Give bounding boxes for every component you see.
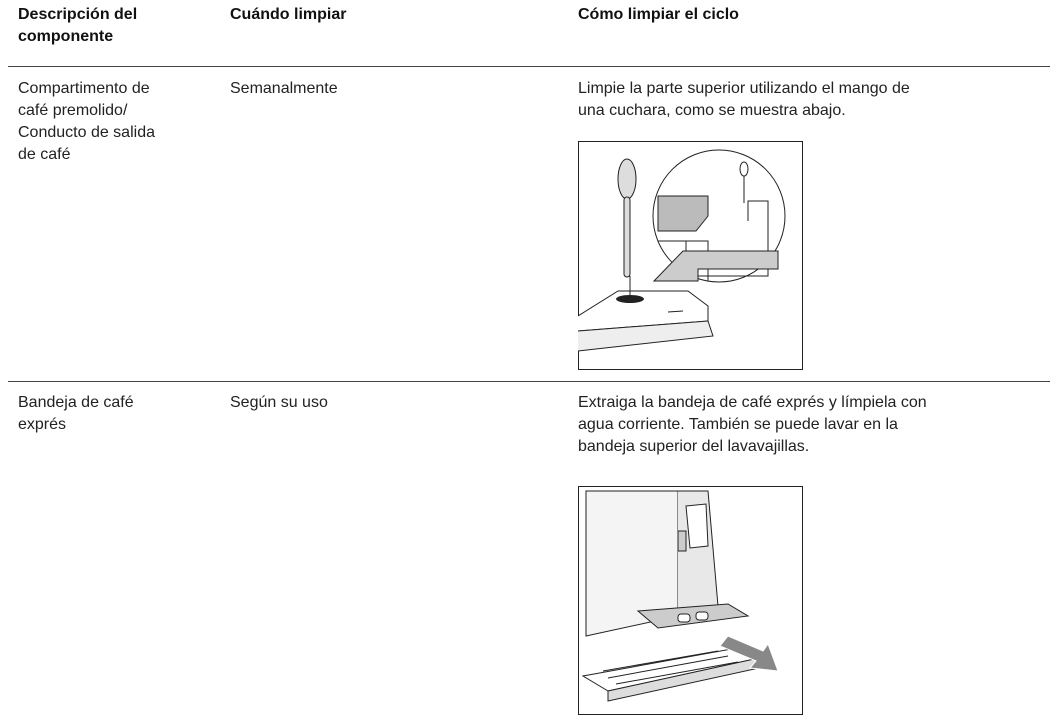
text-line: agua corriente. También se puede lavar e… [578, 416, 898, 433]
text-line: Semanalmente [230, 80, 338, 97]
text-line: Según su uso [230, 394, 328, 411]
header-cell: Descripción del componente [18, 4, 137, 48]
table-cell: Extraiga la bandeja de café exprés y lím… [578, 392, 927, 458]
text-line: Cuándo limpiar [230, 6, 347, 23]
text-line: bandeja superior del lavavajillas. [578, 438, 810, 455]
row-rule [8, 381, 1050, 382]
text-line: Conducto de salida [18, 124, 155, 141]
illustration-spoon [578, 141, 803, 370]
text-line: Compartimento de [18, 80, 150, 97]
text-line: Descripción del [18, 6, 138, 23]
text-line: de café [18, 146, 71, 163]
table-cell: Semanalmente [230, 78, 338, 100]
text-line: Cómo limpiar el ciclo [578, 6, 739, 23]
header-cell: Cómo limpiar el ciclo [578, 4, 739, 26]
illustration-tray [578, 486, 803, 715]
text-line: Bandeja de café [18, 394, 134, 411]
table-cell: Limpie la parte superior utilizando el m… [578, 78, 910, 122]
table-cell: Según su uso [230, 392, 328, 414]
header-rule [8, 66, 1050, 67]
text-line: café premolido/ [18, 102, 128, 119]
table-cell: Compartimento de café premolido/Conducto … [18, 78, 155, 166]
text-line: Extraiga la bandeja de café exprés y lím… [578, 394, 927, 411]
table-cell: Bandeja de café exprés [18, 392, 134, 436]
text-line: una cuchara, como se muestra abajo. [578, 102, 846, 119]
text-line: Limpie la parte superior utilizando el m… [578, 80, 910, 97]
header-cell: Cuándo limpiar [230, 4, 346, 26]
text-line: componente [18, 28, 114, 45]
text-line: exprés [18, 416, 67, 433]
